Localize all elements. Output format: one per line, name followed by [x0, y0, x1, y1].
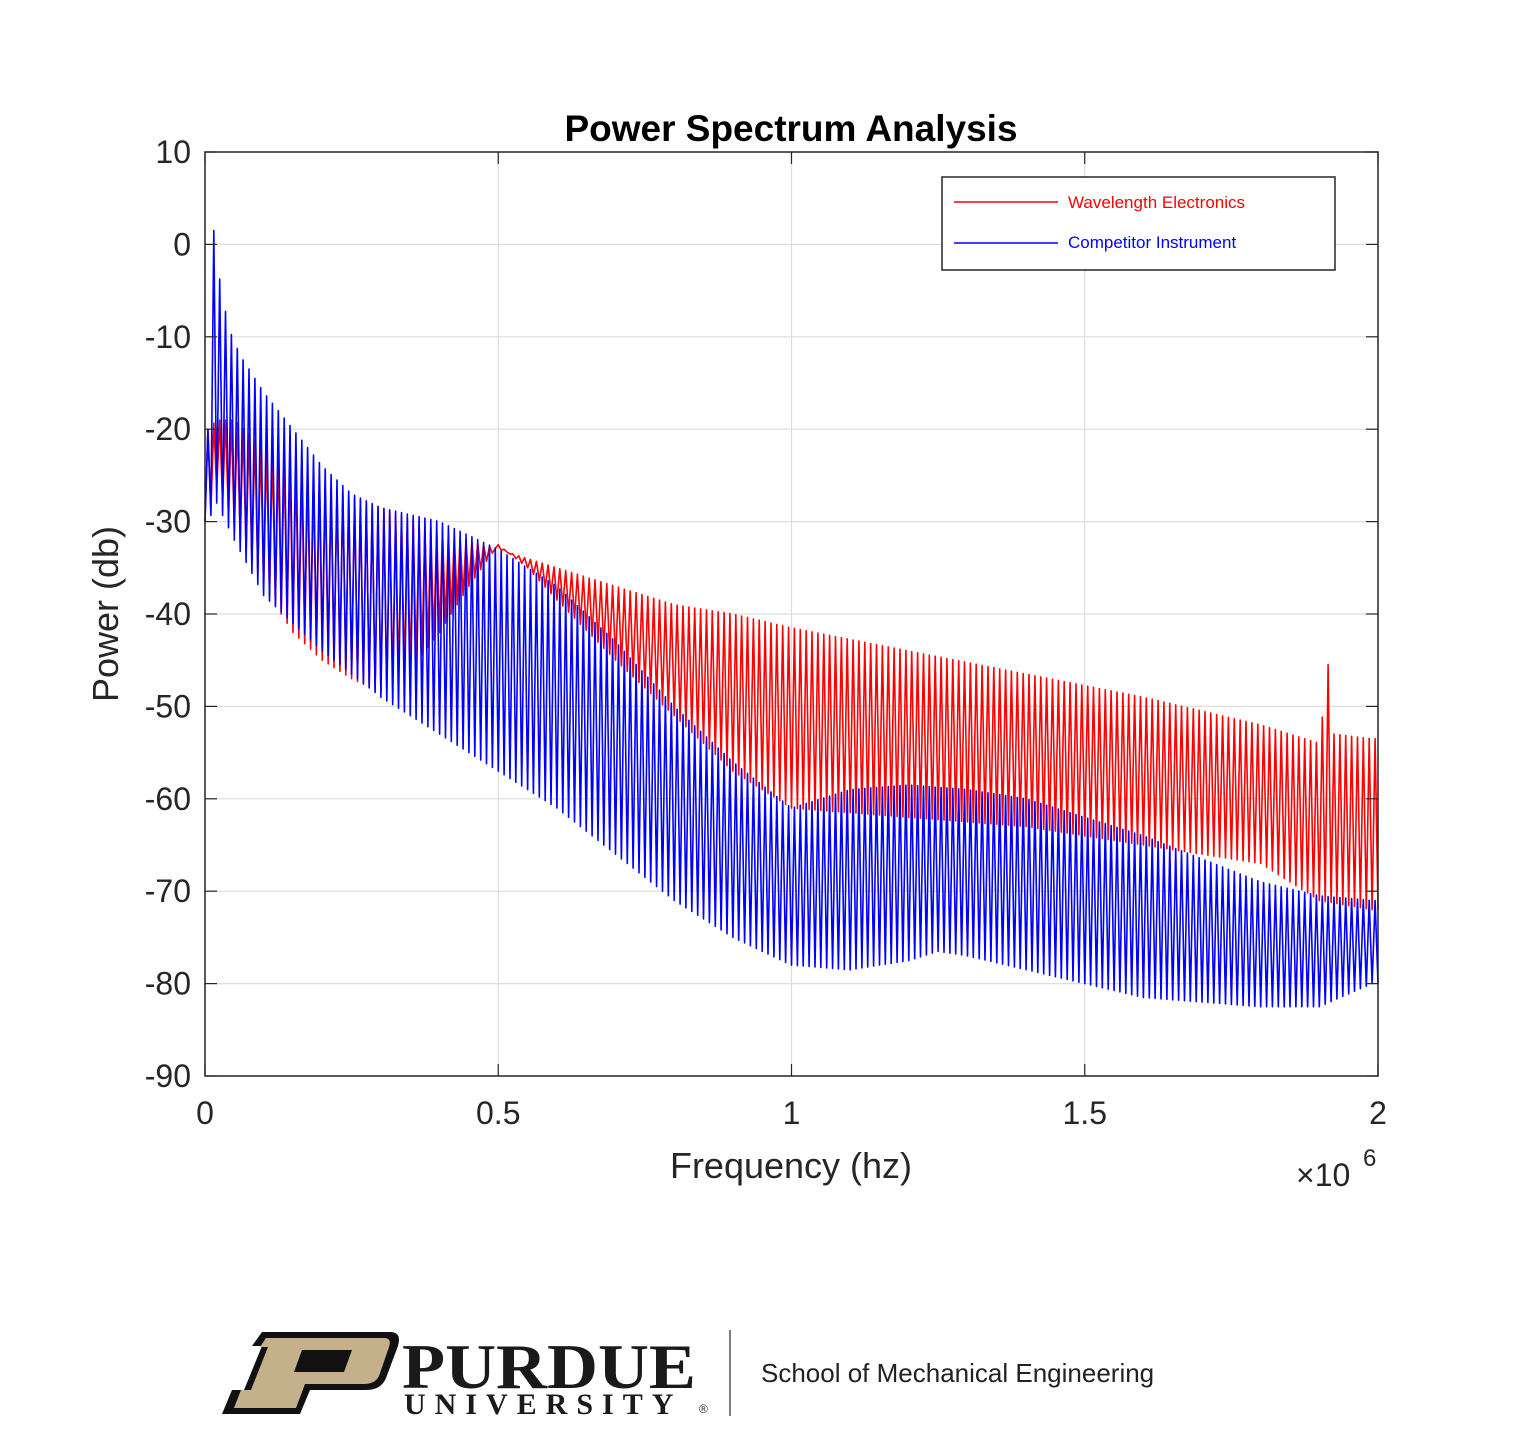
purdue-footer: PURDUE UNIVERSITY ® School of Mechanical…	[222, 1330, 1154, 1421]
y-tick-labels: 10 0 -10 -20 -30 -40 -50 -60 -70 -80 -90	[145, 134, 191, 1094]
y-tick-label: -90	[145, 1058, 191, 1094]
brand-sub: UNIVERSITY	[404, 1388, 682, 1421]
x-exponent-label: ×10 6	[1296, 1145, 1376, 1193]
y-tick-label: -20	[145, 411, 191, 447]
y-tick-label: -80	[145, 966, 191, 1002]
y-tick-label: -60	[145, 781, 191, 817]
brand-name: PURDUE	[402, 1331, 696, 1402]
plot-area	[204, 151, 1379, 1077]
series-layer	[204, 229, 1379, 1008]
x-tick-label: 1	[783, 1095, 801, 1131]
x-exponent-base: ×10	[1296, 1157, 1350, 1193]
logo-p-gold	[234, 1338, 390, 1408]
x-tick-label: 2	[1369, 1095, 1387, 1131]
x-tick-labels: 0 0.5 1 1.5 2	[196, 1095, 1387, 1131]
legend-box	[941, 176, 1336, 271]
y-tick-label: -30	[145, 504, 191, 540]
power-spectrum-figure: Power Spectrum Analysis 0 0.5 1 1.5 2 10 0 -10…	[85, 108, 1387, 1193]
y-tick-label: -70	[145, 873, 191, 909]
y-tick-label: 10	[155, 134, 191, 170]
department-name: School of Mechanical Engineering	[761, 1358, 1154, 1388]
y-tick-label: -50	[145, 688, 191, 724]
logo-p-counter	[294, 1350, 352, 1372]
series-line-competitor-instrument	[204, 229, 1379, 1008]
registered-mark: ®	[699, 1402, 708, 1416]
legend: Wavelength Electronics Competitor Instru…	[941, 176, 1336, 271]
y-tick-label: -40	[145, 596, 191, 632]
legend-label-competitor: Competitor Instrument	[1068, 233, 1236, 252]
y-axis-label: Power (db)	[85, 526, 126, 702]
purdue-p-logo	[222, 1332, 399, 1414]
legend-label-wavelength: Wavelength Electronics	[1068, 193, 1245, 212]
x-tick-label: 0	[196, 1095, 214, 1131]
y-tick-label: -10	[145, 319, 191, 355]
y-tick-label: 0	[173, 226, 191, 262]
x-tick-label: 1.5	[1063, 1095, 1107, 1131]
chart-title: Power Spectrum Analysis	[564, 108, 1017, 149]
x-axis-label: Frequency (hz)	[670, 1145, 912, 1186]
axis-ticks	[204, 151, 1379, 1077]
x-tick-label: 0.5	[476, 1095, 520, 1131]
x-exponent-power: 6	[1363, 1145, 1376, 1172]
